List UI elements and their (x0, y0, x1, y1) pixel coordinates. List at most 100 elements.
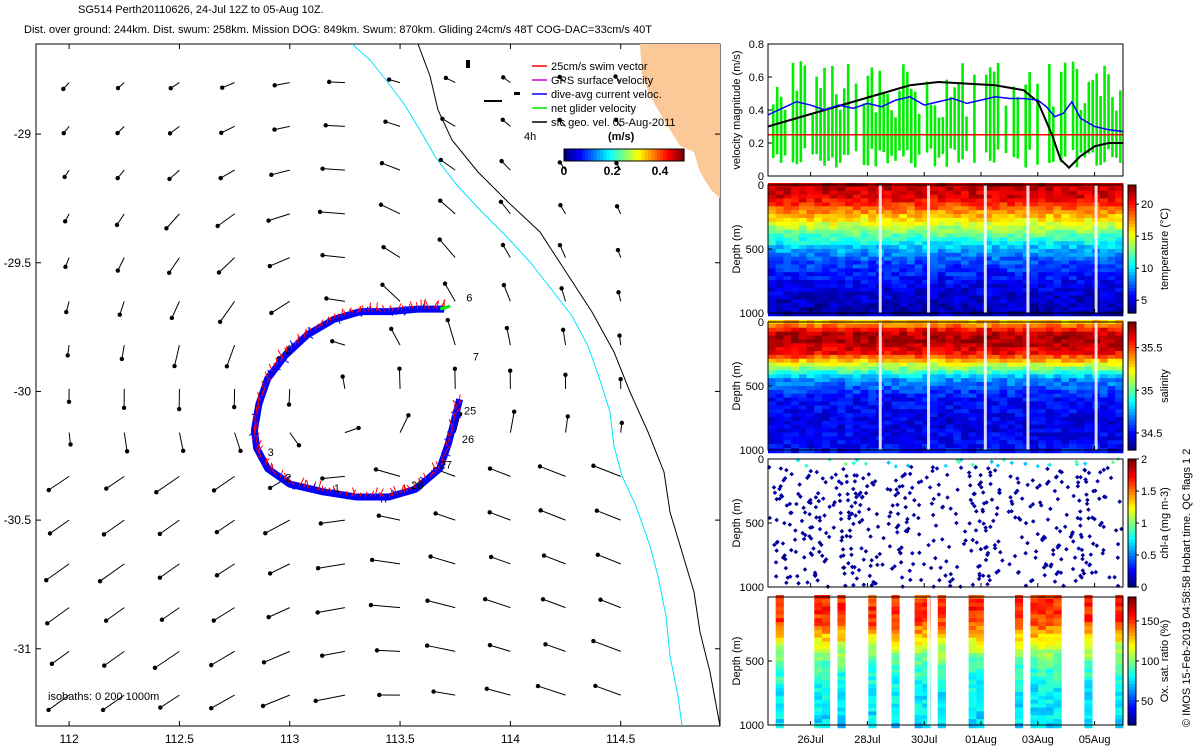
temperature-cell (937, 225, 946, 231)
temperature-cell (1038, 311, 1047, 317)
current-arrow-head (46, 707, 51, 713)
oxygen-cell (891, 606, 900, 612)
net-velocity-bar (1071, 61, 1075, 151)
salinity-cell (1030, 323, 1039, 330)
temperature-cell (1061, 268, 1070, 274)
salinity-cell (891, 424, 900, 430)
temperature-cell (1061, 264, 1070, 270)
chla-point (808, 525, 813, 530)
temperature-cell (883, 248, 892, 255)
temperature-cell (768, 279, 777, 286)
temperature-cell (999, 248, 1008, 255)
temperature-cell (768, 291, 777, 297)
salinity-cell (860, 362, 869, 368)
salinity-cell (1084, 370, 1093, 376)
salinity-cell (806, 413, 815, 419)
salinity-cell (868, 432, 877, 438)
temperature-cell (1061, 221, 1070, 228)
salinity-cell (845, 347, 854, 353)
salinity-cell (968, 420, 977, 427)
temperature-cell (899, 287, 908, 293)
salinity-cell (1099, 385, 1108, 392)
colorbar-swatch (648, 149, 652, 161)
temperature-cell (1099, 241, 1108, 247)
temperature-cell (968, 241, 977, 247)
current-arrow (489, 511, 511, 521)
salinity-cell (991, 385, 1000, 392)
oxygen-cell (775, 637, 784, 643)
salinity-cell (1068, 413, 1078, 419)
salinity-cell (1014, 347, 1024, 353)
temperature-cell (960, 237, 970, 243)
salinity-cell (999, 374, 1008, 380)
chla-point (866, 472, 872, 477)
temperature-cell (906, 268, 916, 274)
temperature-cell (922, 217, 931, 224)
salinity-cell (914, 420, 923, 427)
temperature-cell (968, 245, 977, 251)
oxygen-cell (891, 680, 900, 686)
salinity-cell (1084, 374, 1093, 380)
chla-point (970, 462, 975, 468)
salinity-cell (1030, 366, 1039, 372)
salinity-cell (945, 351, 954, 357)
temperature-cell (1030, 279, 1039, 286)
temperature-cell (930, 233, 939, 239)
salinity-cell (1007, 320, 1016, 326)
salinity-cell (798, 397, 807, 403)
salinity-cell (1107, 378, 1116, 384)
salinity-cell (991, 320, 1000, 326)
current-arrow-head (97, 578, 103, 584)
temperature-cell (930, 190, 939, 197)
chla-point (772, 490, 778, 495)
current-arrow (169, 169, 180, 180)
oxygen-cell (891, 622, 900, 628)
salinity-cell (883, 405, 892, 411)
current-arrow-head (320, 253, 325, 258)
temperature-cell (775, 303, 784, 309)
chla-colorbar-swatch (1128, 491, 1136, 495)
temperature-cell (1038, 276, 1047, 282)
salinity-cell (991, 339, 1000, 345)
temperature-cell (775, 221, 784, 228)
temperature-cell (791, 225, 800, 231)
temperature-cell (930, 221, 939, 228)
salinity-cell (814, 382, 823, 388)
current-arrow-head (484, 686, 489, 691)
colorbar-tick-label: 0.4 (652, 164, 669, 178)
temperature-cell (845, 311, 854, 317)
current-arrow-head (443, 75, 449, 81)
salinity-cell (1038, 413, 1047, 419)
chla-point (1033, 549, 1039, 554)
map-ytick-label: -30.5 (4, 513, 32, 527)
net-velocity-bar (1059, 71, 1063, 163)
temperature-cell (953, 279, 962, 286)
temperature-cell (984, 291, 993, 297)
coastline (417, 44, 720, 726)
oxygen-cell (868, 622, 877, 628)
salinity-colorbar-swatch (1128, 328, 1136, 333)
salinity-cell (891, 347, 900, 353)
salinity-cell (791, 378, 800, 384)
salinity-cell (822, 358, 831, 365)
temperature-cell (868, 202, 877, 208)
salinity-cell (768, 366, 777, 372)
salinity-cell (937, 389, 946, 396)
current-arrow-head (557, 242, 563, 248)
oxygen-cell (891, 614, 900, 620)
dac-vector (262, 381, 266, 387)
salinity-cell (945, 448, 954, 454)
temperature-cell (984, 194, 993, 200)
salinity-cell (968, 436, 977, 442)
salinity-cell (798, 347, 807, 353)
current-arrow (319, 211, 345, 215)
current-arrow-head (172, 363, 177, 369)
salinity-colorbar-swatch (1128, 440, 1136, 445)
temperature-cell (822, 260, 831, 266)
salinity-cell (775, 331, 784, 337)
temperature-cell (860, 311, 869, 317)
temperature-cell (914, 299, 923, 305)
salinity-cell (852, 366, 862, 372)
salinity-cell (852, 424, 862, 430)
chla-point (933, 523, 939, 528)
